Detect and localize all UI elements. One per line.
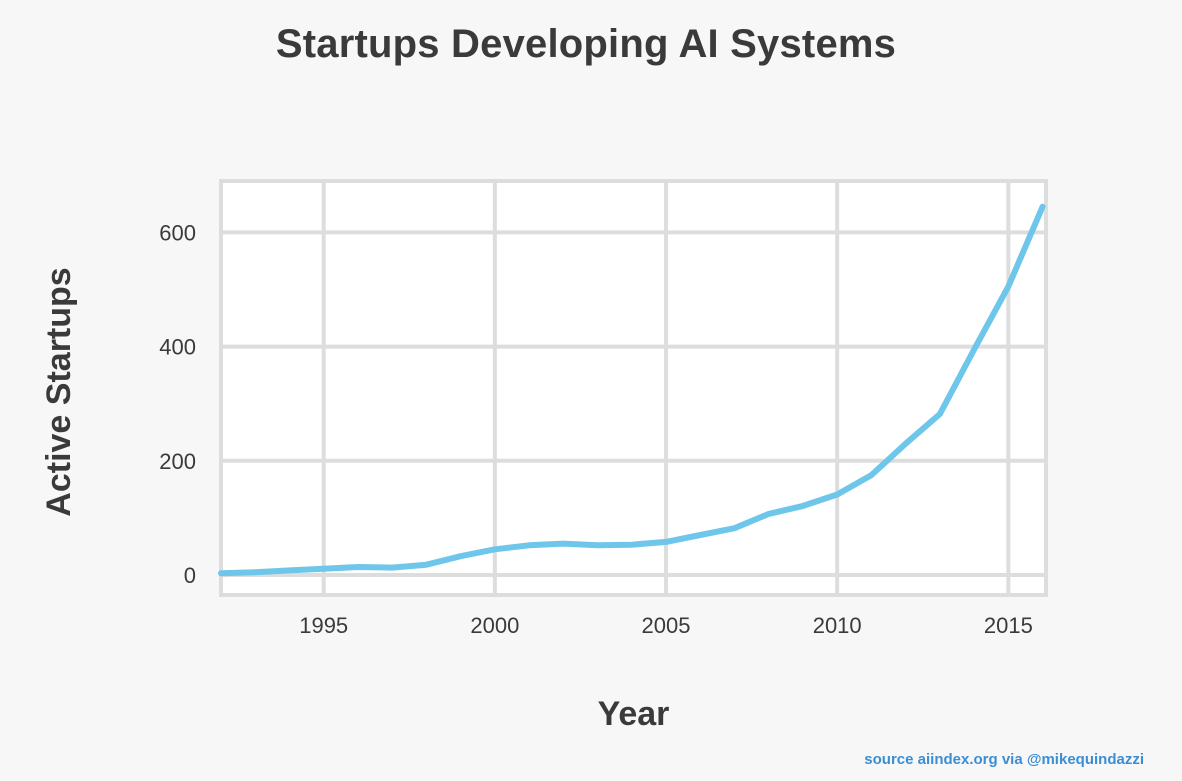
series-layer xyxy=(218,203,1046,577)
x-axis-title: Year xyxy=(598,695,670,733)
x-tick-label-2010: 2010 xyxy=(813,613,862,638)
x-tick-label-1995: 1995 xyxy=(299,613,348,638)
source-credit: source aiindex.org via @mikequindazzi xyxy=(864,751,1144,768)
y-tick-label-600: 600 xyxy=(159,220,196,245)
y-tick-label-200: 200 xyxy=(159,449,196,474)
y-tick-label-400: 400 xyxy=(159,335,196,360)
y-tick-label-0: 0 xyxy=(184,563,196,588)
y-axis-title: Active Startups xyxy=(40,267,78,516)
x-tick-label-2005: 2005 xyxy=(642,613,691,638)
x-tick-label-2015: 2015 xyxy=(984,613,1033,638)
grid-layer xyxy=(221,181,1046,595)
x-tick-label-2000: 2000 xyxy=(470,613,519,638)
series-line-0 xyxy=(218,203,1046,577)
chart-title: Startups Developing AI Systems xyxy=(275,22,897,66)
tick-labels: 1995 2000 2005 2010 2015 0 200 400 600 xyxy=(159,220,1033,638)
plot-area xyxy=(219,179,1048,597)
